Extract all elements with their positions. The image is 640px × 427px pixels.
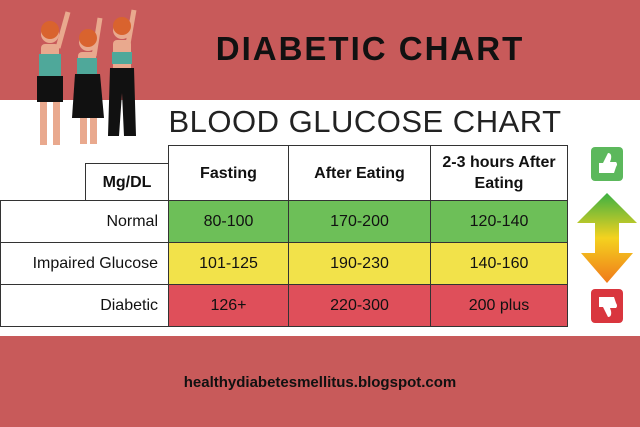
range-cell: 120-140 (430, 200, 568, 243)
footer-url: healthydiabetesmellitus.blogspot.com (183, 374, 457, 391)
chart-title: BLOOD GLUCOSE CHART (168, 104, 562, 139)
row-label: Impaired Glucose (0, 242, 169, 285)
range-cell: 200 plus (430, 284, 568, 327)
column-header: 2-3 hours After Eating (430, 145, 568, 201)
row-label: Normal (0, 200, 169, 243)
range-cell: 126+ (168, 284, 289, 327)
range-cell: 170-200 (288, 200, 431, 243)
range-cell: 140-160 (430, 242, 568, 285)
row-label: Diabetic (0, 284, 169, 327)
top-band (0, 0, 640, 100)
column-header: After Eating (288, 145, 431, 201)
range-cell: 101-125 (168, 242, 289, 285)
range-cell: 80-100 (168, 200, 289, 243)
range-cell: 190-230 (288, 242, 431, 285)
range-cell: 220-300 (288, 284, 431, 327)
unit-header: Mg/DL (85, 163, 169, 201)
column-header: Fasting (168, 145, 289, 201)
bottom-band (0, 336, 640, 427)
title: DIABETIC CHART (215, 30, 525, 67)
indicator-icons (577, 147, 637, 323)
women-illustration (37, 9, 137, 145)
